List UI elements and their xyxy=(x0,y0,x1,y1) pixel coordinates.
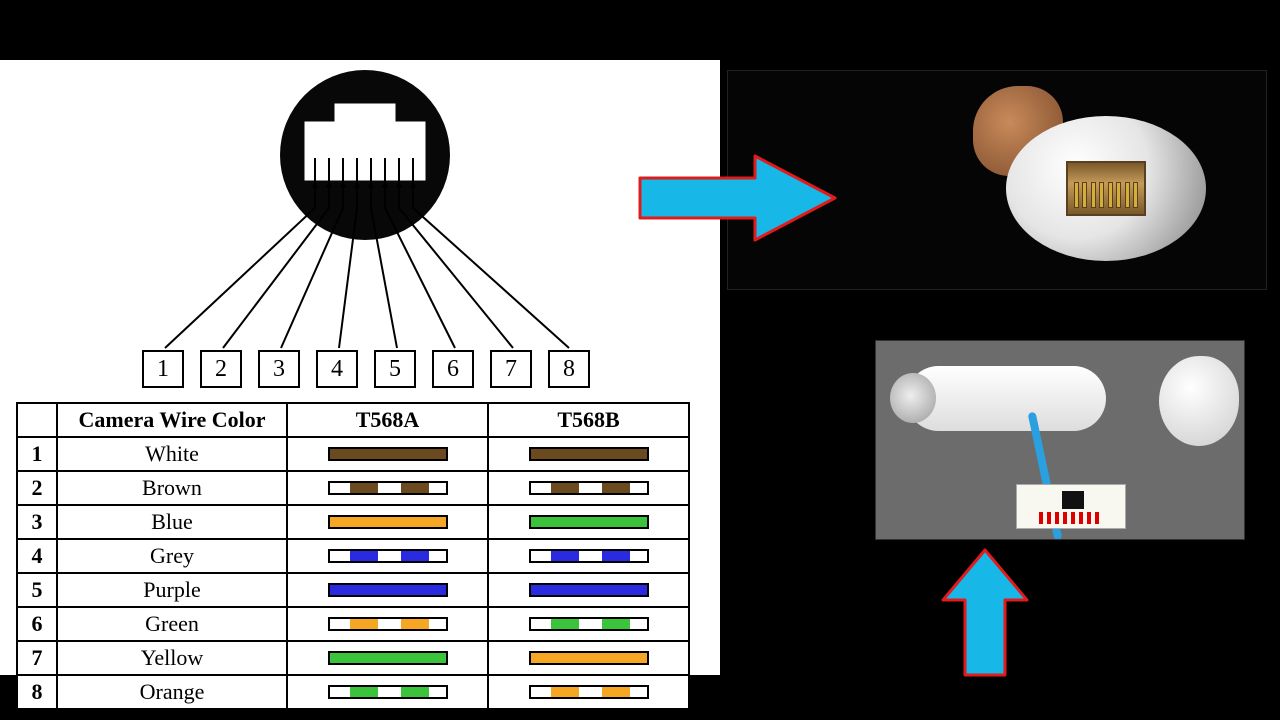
wire-swatch xyxy=(328,685,448,699)
arrow-right-icon xyxy=(635,148,845,248)
pin-number-cell: 4 xyxy=(17,539,57,573)
t568a-cell xyxy=(287,505,488,539)
table-row: 7Yellow xyxy=(17,641,689,675)
arrow-up-icon xyxy=(935,545,1035,680)
wire-color-label: White xyxy=(57,437,287,471)
pin-number-cell: 2 xyxy=(17,471,57,505)
pin-box-1: 1 xyxy=(142,350,184,388)
table-row: 5Purple xyxy=(17,573,689,607)
column-header xyxy=(17,403,57,437)
rj45-coupler-shape xyxy=(1006,116,1206,261)
column-header: T568B xyxy=(488,403,689,437)
wire-swatch xyxy=(328,549,448,563)
camera-body-shape xyxy=(906,366,1106,431)
column-header: T568A xyxy=(287,403,488,437)
t568a-cell xyxy=(287,437,488,471)
pin-box-5: 5 xyxy=(374,350,416,388)
wire-swatch xyxy=(328,651,448,665)
t568a-cell xyxy=(287,573,488,607)
pin-number-cell: 3 xyxy=(17,505,57,539)
t568b-cell xyxy=(488,505,689,539)
table-row: 8Orange xyxy=(17,675,689,709)
pin-box-2: 2 xyxy=(200,350,242,388)
camera-photo xyxy=(875,340,1245,540)
camera-lens-shape xyxy=(890,373,936,423)
t568b-cell xyxy=(488,471,689,505)
t568b-cell xyxy=(488,675,689,709)
wire-swatch xyxy=(529,481,649,495)
pin-number-cell: 1 xyxy=(17,437,57,471)
rj45-jack-shape xyxy=(1066,161,1146,216)
wire-swatch xyxy=(529,583,649,597)
wire-swatch xyxy=(328,617,448,631)
rj45-pinout-svg xyxy=(155,70,575,350)
pin-number-cell: 7 xyxy=(17,641,57,675)
t568a-cell xyxy=(287,607,488,641)
table-row: 3Blue xyxy=(17,505,689,539)
pin-box-7: 7 xyxy=(490,350,532,388)
wire-swatch xyxy=(529,651,649,665)
pin-number-cell: 5 xyxy=(17,573,57,607)
wire-swatch xyxy=(328,447,448,461)
t568b-cell xyxy=(488,437,689,471)
t568b-cell xyxy=(488,641,689,675)
table-row: 1White xyxy=(17,437,689,471)
wire-color-label: Grey xyxy=(57,539,287,573)
t568a-cell xyxy=(287,539,488,573)
t568b-cell xyxy=(488,573,689,607)
pin-box-4: 4 xyxy=(316,350,358,388)
pin-box-8: 8 xyxy=(548,350,590,388)
table-row: 4Grey xyxy=(17,539,689,573)
wire-swatch xyxy=(328,583,448,597)
pin-number-row: 12345678 xyxy=(142,350,590,388)
circuit-board-shape xyxy=(1016,484,1126,529)
pin-number-cell: 6 xyxy=(17,607,57,641)
wire-color-label: Blue xyxy=(57,505,287,539)
table-row: 6Green xyxy=(17,607,689,641)
t568a-cell xyxy=(287,641,488,675)
t568b-cell xyxy=(488,539,689,573)
wire-swatch xyxy=(529,549,649,563)
t568a-cell xyxy=(287,675,488,709)
rj45-diagram-panel: 12345678 Camera Wire ColorT568AT568B 1Wh… xyxy=(0,60,720,675)
t568a-cell xyxy=(287,471,488,505)
wire-color-label: Brown xyxy=(57,471,287,505)
wire-color-table: Camera Wire ColorT568AT568B 1White2Brown… xyxy=(16,402,690,710)
letterbox-top xyxy=(0,0,1280,60)
wire-swatch xyxy=(529,685,649,699)
wire-color-label: Orange xyxy=(57,675,287,709)
pin-box-6: 6 xyxy=(432,350,474,388)
pin-number-cell: 8 xyxy=(17,675,57,709)
wire-color-label: Yellow xyxy=(57,641,287,675)
t568b-cell xyxy=(488,607,689,641)
column-header: Camera Wire Color xyxy=(57,403,287,437)
wire-swatch xyxy=(529,515,649,529)
wire-color-label: Purple xyxy=(57,573,287,607)
wire-color-label: Green xyxy=(57,607,287,641)
wire-swatch xyxy=(529,447,649,461)
wire-swatch xyxy=(529,617,649,631)
camera-mount-shape xyxy=(1159,356,1239,446)
wire-swatch xyxy=(328,481,448,495)
table-row: 2Brown xyxy=(17,471,689,505)
wire-swatch xyxy=(328,515,448,529)
pin-box-3: 3 xyxy=(258,350,300,388)
